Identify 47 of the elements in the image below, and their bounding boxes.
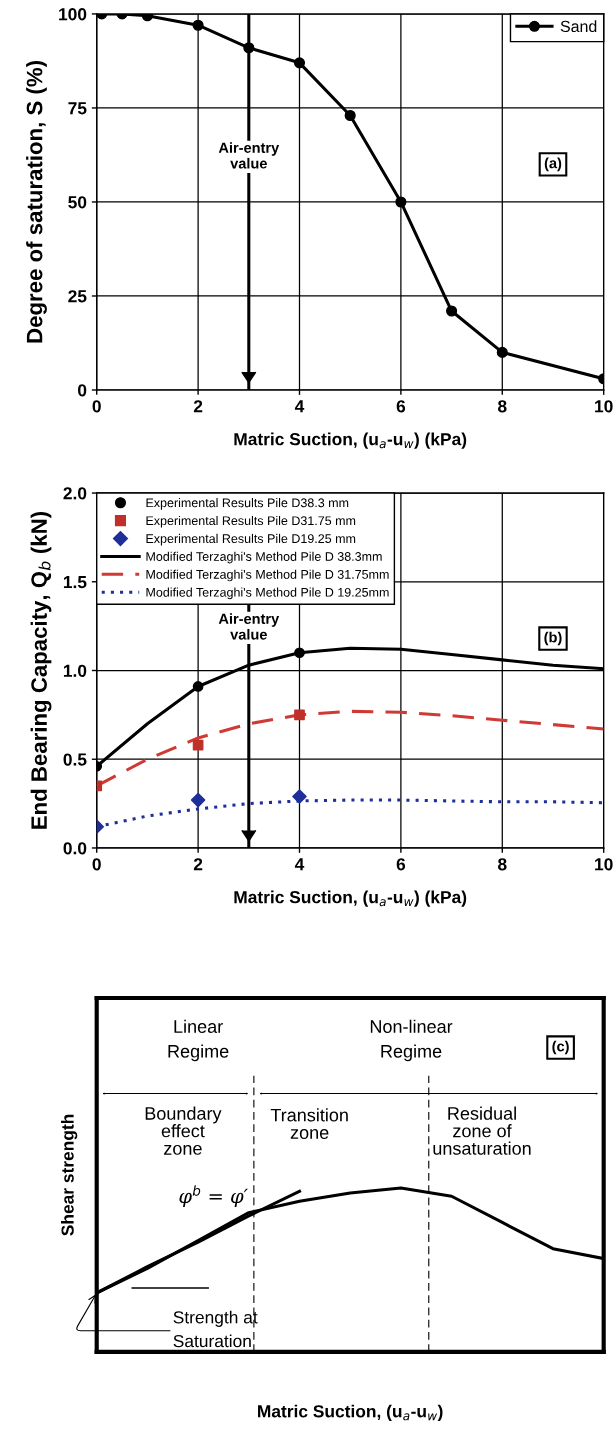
x-tick-label: 2 [193,858,203,871]
y-tick-label: 100 [59,8,87,21]
text: Boundary effect zone [145,1106,222,1155]
legend-label: Experimental Results Pile D38.3 mm [146,498,349,510]
annotation: (a) [544,157,562,172]
legend-label: Modified Terzaghi's Method Pile D 19.25mm [146,587,389,600]
annotation: Strength at Saturation [173,1310,258,1348]
x-tick-label: 2 [193,400,203,413]
x-tick-label: 8 [498,400,507,413]
x-tick-label: 6 [396,400,406,413]
ref-line-label: Air-entry value [218,613,280,640]
y-tick-label: 0.0 [63,842,87,855]
legend-label: Modified Terzaghi's Method Pile D 38.3mm [146,551,382,564]
y-tick-label: 1.0 [63,664,87,677]
y-axis-title: Degree of saturation, S (%) [26,61,47,343]
legend-label: Modified Terzaghi's Method Pile D 31.75mm [146,569,389,582]
x-axis-title: Matric Suction, (u$_{a}$-u$_{w}$) [258,1404,443,1421]
x-axis-title: Matric Suction, (u$_{a}$-u$_{w}$) (kPa) [234,890,467,907]
annotation: φ$^{b}$ = φ′ [179,1185,248,1208]
text: (c) [552,1040,569,1055]
y-axis-title: End Bearing Capacity, Q$_{b}$ (kN) [30,511,52,829]
y-tick-label: 2.0 [63,487,87,500]
legend-label: Experimental Results Pile D19.25 mm [146,533,356,546]
y-tick-label: 1.5 [63,576,87,589]
text: Transition zone [270,1108,348,1139]
y-tick-label: 0 [78,384,87,397]
y-tick-label: 25 [68,290,87,303]
y-tick-label: 50 [68,196,87,209]
ref-line-label: Air-entry value [218,142,280,169]
x-tick-label: 8 [498,858,507,871]
y-tick-label: 75 [68,102,87,115]
x-tick-label: 6 [396,858,406,871]
x-tick-label: 4 [294,858,305,871]
x-tick-label: 10 [595,858,613,871]
x-tick-label: 0 [92,400,101,413]
x-axis-title: Matric Suction, (u$_{a}$-u$_{w}$) (kPa) [234,432,467,449]
legend-label: Sand [560,20,597,33]
y-axis-title: Shear strength [61,1114,78,1236]
text: Residual zone of unsaturation [433,1106,531,1155]
legend-label: Experimental Results Pile D31.75 mm [146,515,356,528]
x-tick-label: 4 [294,400,305,413]
x-tick-label: 10 [595,400,613,413]
y-tick-label: 0.5 [63,753,87,766]
text: Linear Regime [168,1019,229,1062]
annotation: (b) [544,631,562,646]
text: Non-linear Regime [370,1019,453,1062]
x-tick-label: 0 [92,858,101,871]
